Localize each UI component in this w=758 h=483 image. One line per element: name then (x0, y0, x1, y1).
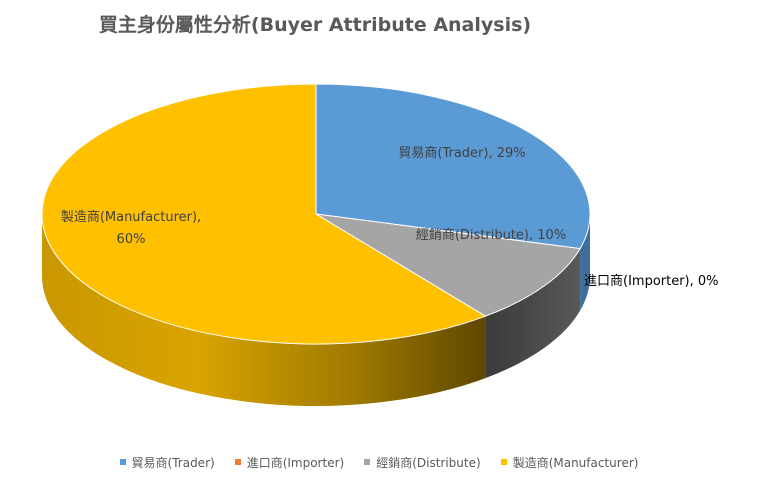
legend-label-trader: 貿易商(Trader) (131, 455, 215, 470)
legend-item-trader: 貿易商(Trader) (119, 454, 215, 471)
pie-slice-distribute (315, 213, 581, 317)
legend-item-distribute: 經銷商(Distribute) (364, 454, 481, 471)
data-label-importer: 進口商(Importer), 0% (584, 274, 719, 289)
data-label-manufacturer-line2: 60% (117, 232, 146, 247)
legend-swatch-importer (234, 459, 241, 465)
legend-swatch-distribute (364, 459, 371, 465)
legend-label-manufacturer: 製造商(Manufacturer) (512, 455, 639, 470)
legend-item-manufacturer: 製造商(Manufacturer) (500, 454, 639, 471)
pie-slice-trader (315, 83, 591, 250)
legend-swatch-manufacturer (500, 459, 507, 465)
pie-side-distribute (485, 248, 581, 379)
pie-side-manufacturer (42, 214, 486, 406)
chart-title: 買主身份屬性分析(Buyer Attribute Analysis) (98, 14, 532, 36)
pie-chart: 貿易商(Trader), 29% 經銷商(Distribute), 10% 進口商(… (41, 83, 719, 406)
data-label-manufacturer-line1: 製造商(Manufacturer), (61, 210, 201, 225)
pie-slice-manufacturer (41, 83, 487, 345)
data-label-distribute: 經銷商(Distribute), 10% (416, 227, 566, 243)
pie-side-trader (580, 214, 590, 311)
legend-swatch-trader (119, 459, 126, 465)
legend-label-importer: 進口商(Importer) (246, 455, 345, 470)
legend-item-importer: 進口商(Importer) (234, 454, 345, 471)
data-label-trader: 貿易商(Trader), 29% (398, 146, 525, 161)
legend-label-distribute: 經銷商(Distribute) (376, 455, 481, 470)
legend: 貿易商(Trader) 進口商(Importer) 經銷商(Distribute… (0, 451, 758, 473)
